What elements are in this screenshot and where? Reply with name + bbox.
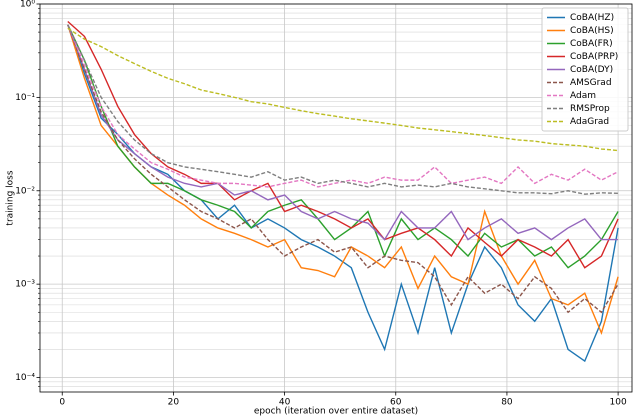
legend-label: RMSProp [570,104,610,114]
data-line [67,20,619,269]
legend-label: CoBA(HZ) [570,13,614,23]
legend-label: CoBA(FR) [570,39,613,49]
y-tick-label: 10⁻⁴ [15,373,35,383]
legend-box [541,7,629,132]
legend-label: CoBA(HS) [570,26,614,36]
legend-label: CoBA(PRP) [570,52,618,62]
legend-label: Adam [570,91,596,101]
y-tick-label: 10⁻¹ [15,93,35,103]
x-axis-label: epoch (iteration over entire dataset) [254,407,418,417]
x-tick-label: 100 [610,398,627,408]
data-line [67,24,619,269]
data-line [67,24,619,314]
x-tick-label: 40 [279,398,291,408]
y-tick-label: 10⁻³ [15,280,35,290]
plot-frame [39,3,633,393]
legend: CoBA(HZ) CoBA(HS) CoBA(FR) CoBA(PRP) CoBA(DY… [541,7,629,132]
legend-label: AMSGrad [570,78,612,88]
y-tick-label: 10⁰ [20,0,35,10]
data-line [67,24,619,241]
x-tick-label: 0 [59,398,65,408]
x-tick-label: 80 [501,398,513,408]
legend-label: AdaGrad [570,117,609,127]
data-line [67,24,619,336]
y-tick-label: 10⁻² [15,186,35,196]
data-line [67,27,619,152]
y-axis-label: training loss [6,170,16,225]
x-tick-label: 60 [390,398,402,408]
data-line [67,24,619,195]
x-tick-label: 20 [168,398,180,408]
legend-label: CoBA(DY) [570,65,613,75]
data-line [67,24,619,363]
